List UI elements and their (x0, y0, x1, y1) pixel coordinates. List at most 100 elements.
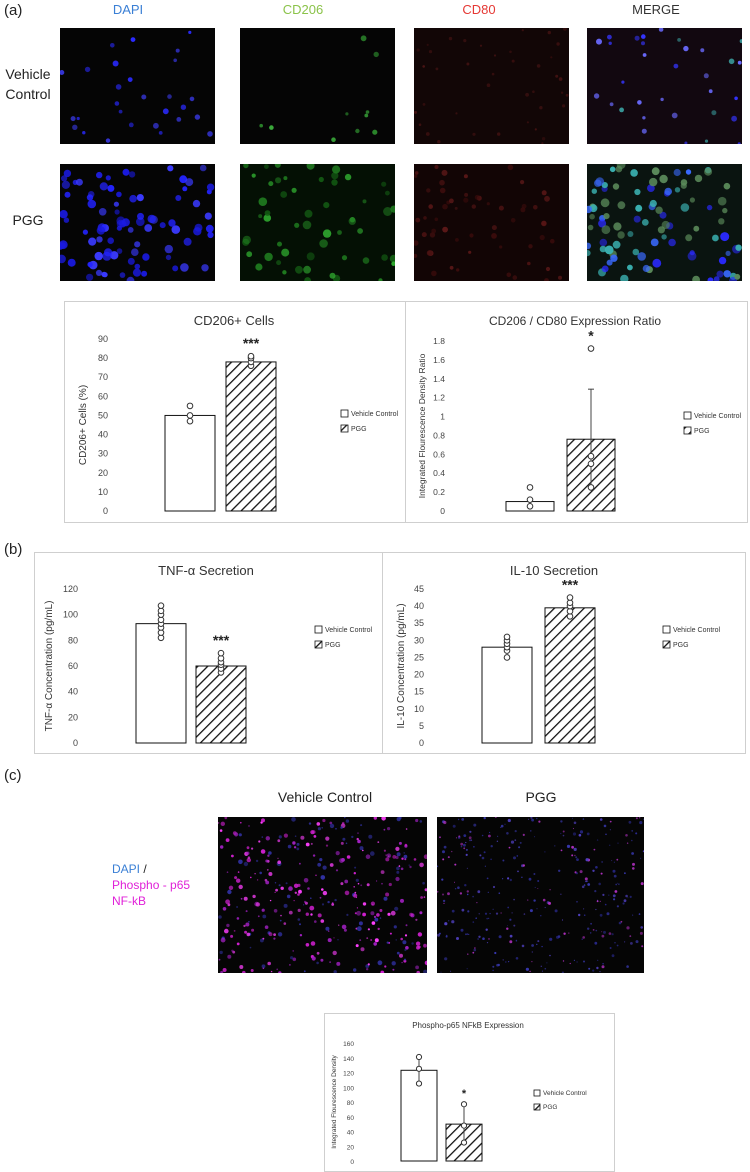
legend-swatch-vehicle-control (533, 1089, 541, 1097)
y-axis-label: CD206+ Cells (%) (78, 385, 89, 465)
data-point (186, 417, 194, 425)
y-tick-label: 20 (98, 468, 108, 478)
panel-label-c: (c) (4, 767, 22, 784)
y-tick-label: 60 (347, 1115, 355, 1122)
data-point (415, 1065, 423, 1072)
channel-label-cd206: CD206 (282, 2, 324, 17)
channel-label-merge: MERGE (632, 2, 680, 17)
chart-il10-secretion: IL-10 Secretion IL-10 Concentration (pg/m… (396, 563, 721, 748)
legend-label-pgg: PGG (325, 642, 341, 649)
data-point (157, 602, 165, 609)
legend-swatch-pgg (340, 424, 349, 433)
y-tick-label: 1.2 (433, 393, 445, 403)
cell-texture (259, 35, 379, 142)
bar-pgg (225, 361, 277, 512)
chart-title: CD206+ Cells (194, 313, 275, 328)
y-tick-label: 70 (98, 372, 108, 382)
legend-swatch-pgg (662, 640, 671, 649)
cell-texture (414, 164, 562, 281)
y-tick-label: 45 (414, 584, 424, 594)
stain-legend: DAPI / Phospho - p65 NF-kB (112, 861, 190, 909)
y-tick-label: 120 (343, 1071, 354, 1078)
micrograph-p65-vehicle-control (218, 817, 427, 973)
micrograph-vehicle-cd80 (414, 28, 569, 144)
y-tick-label: 160 (343, 1041, 354, 1048)
y-tick-label: 1 (440, 412, 445, 422)
y-tick-label: 30 (414, 635, 424, 645)
y-tick-label: 0.2 (433, 487, 445, 497)
significance-marker: *** (213, 632, 230, 648)
chart-title: TNF-α Secretion (158, 563, 254, 578)
chart-title: Phospho-p65 NFkB Expression (412, 1021, 524, 1030)
micrograph-pgg-cd80 (414, 164, 569, 281)
y-tick-label: 0 (350, 1159, 354, 1166)
y-tick-label: 50 (98, 410, 108, 420)
y-tick-label: 40 (68, 687, 78, 697)
y-tick-label: 120 (63, 584, 78, 594)
data-point (186, 412, 194, 419)
y-axis-label: TNF-α Concentration (pg/mL) (44, 601, 55, 732)
data-point (587, 452, 595, 460)
y-tick-label: 90 (98, 334, 108, 344)
stain-label-dapi: DAPI (112, 862, 141, 876)
panel-c-title-vehicle-control: Vehicle Control (277, 789, 373, 805)
significance-marker: * (588, 328, 594, 344)
bar-vehicle-control (481, 646, 533, 744)
data-point (503, 633, 511, 641)
micrograph-vehicle-merge (587, 28, 742, 144)
y-tick-label: 10 (414, 704, 424, 714)
data-point (217, 649, 225, 657)
y-tick-label: 20 (68, 712, 78, 722)
data-point (587, 345, 595, 352)
legend-label-vehicle-control: Vehicle Control (694, 413, 742, 420)
y-tick-label: 40 (347, 1130, 355, 1137)
y-tick-label: 0.6 (433, 449, 445, 459)
data-point (587, 484, 595, 491)
channel-label-dapi: DAPI (112, 2, 144, 17)
y-axis-label: Integrated Flourescence Density (331, 1054, 338, 1148)
cell-texture (414, 28, 569, 144)
y-tick-label: 140 (343, 1056, 354, 1063)
y-tick-label: 60 (68, 661, 78, 671)
cell-texture (218, 817, 427, 973)
y-axis-label: IL-10 Concentration (pg/mL) (396, 603, 407, 728)
y-tick-label: 0 (73, 738, 78, 748)
data-point (587, 460, 595, 468)
stain-label-slash: / (140, 862, 147, 876)
bar-vehicle-control (135, 623, 187, 744)
chart-cd206-cd80-ratio: CD206 / CD80 Expression Ratio Integrated … (417, 314, 742, 516)
data-point (415, 1080, 423, 1087)
cell-texture (593, 28, 742, 144)
micrograph-pgg-dapi (60, 164, 215, 281)
data-point (460, 1122, 468, 1129)
bar-pgg (195, 665, 247, 744)
bar-pgg (544, 607, 596, 744)
micrograph-pgg-merge (587, 164, 742, 281)
significance-marker: * (462, 1088, 467, 1100)
y-tick-label: 30 (98, 449, 108, 459)
y-tick-label: 20 (414, 670, 424, 680)
panel-label-b: (b) (4, 541, 23, 558)
y-tick-label: 0 (440, 506, 445, 516)
data-point (460, 1101, 468, 1108)
y-axis-label: Integrated Flourescence Density Ratio (417, 353, 427, 498)
y-tick-label: 0 (419, 738, 424, 748)
legend-label-vehicle-control: Vehicle Control (673, 627, 721, 634)
micrograph-p65-pgg (437, 817, 644, 973)
y-tick-label: 35 (414, 618, 424, 628)
legend-swatch-vehicle-control (314, 625, 323, 634)
y-tick-label: 80 (98, 353, 108, 363)
significance-marker: *** (243, 335, 260, 351)
legend-label-vehicle-control: Vehicle Control (351, 411, 399, 418)
y-tick-label: 40 (98, 430, 108, 440)
cell-texture (437, 817, 644, 973)
channel-label-cd80: CD80 (462, 2, 496, 17)
cell-texture (242, 164, 395, 281)
row-label-pgg: PGG (12, 212, 44, 228)
data-point (415, 1053, 423, 1061)
bar-vehicle-control (164, 414, 216, 512)
legend-label-pgg: PGG (543, 1104, 557, 1111)
y-tick-label: 40 (414, 601, 424, 611)
legend-label-pgg: PGG (351, 426, 367, 433)
y-tick-label: 10 (98, 487, 108, 497)
